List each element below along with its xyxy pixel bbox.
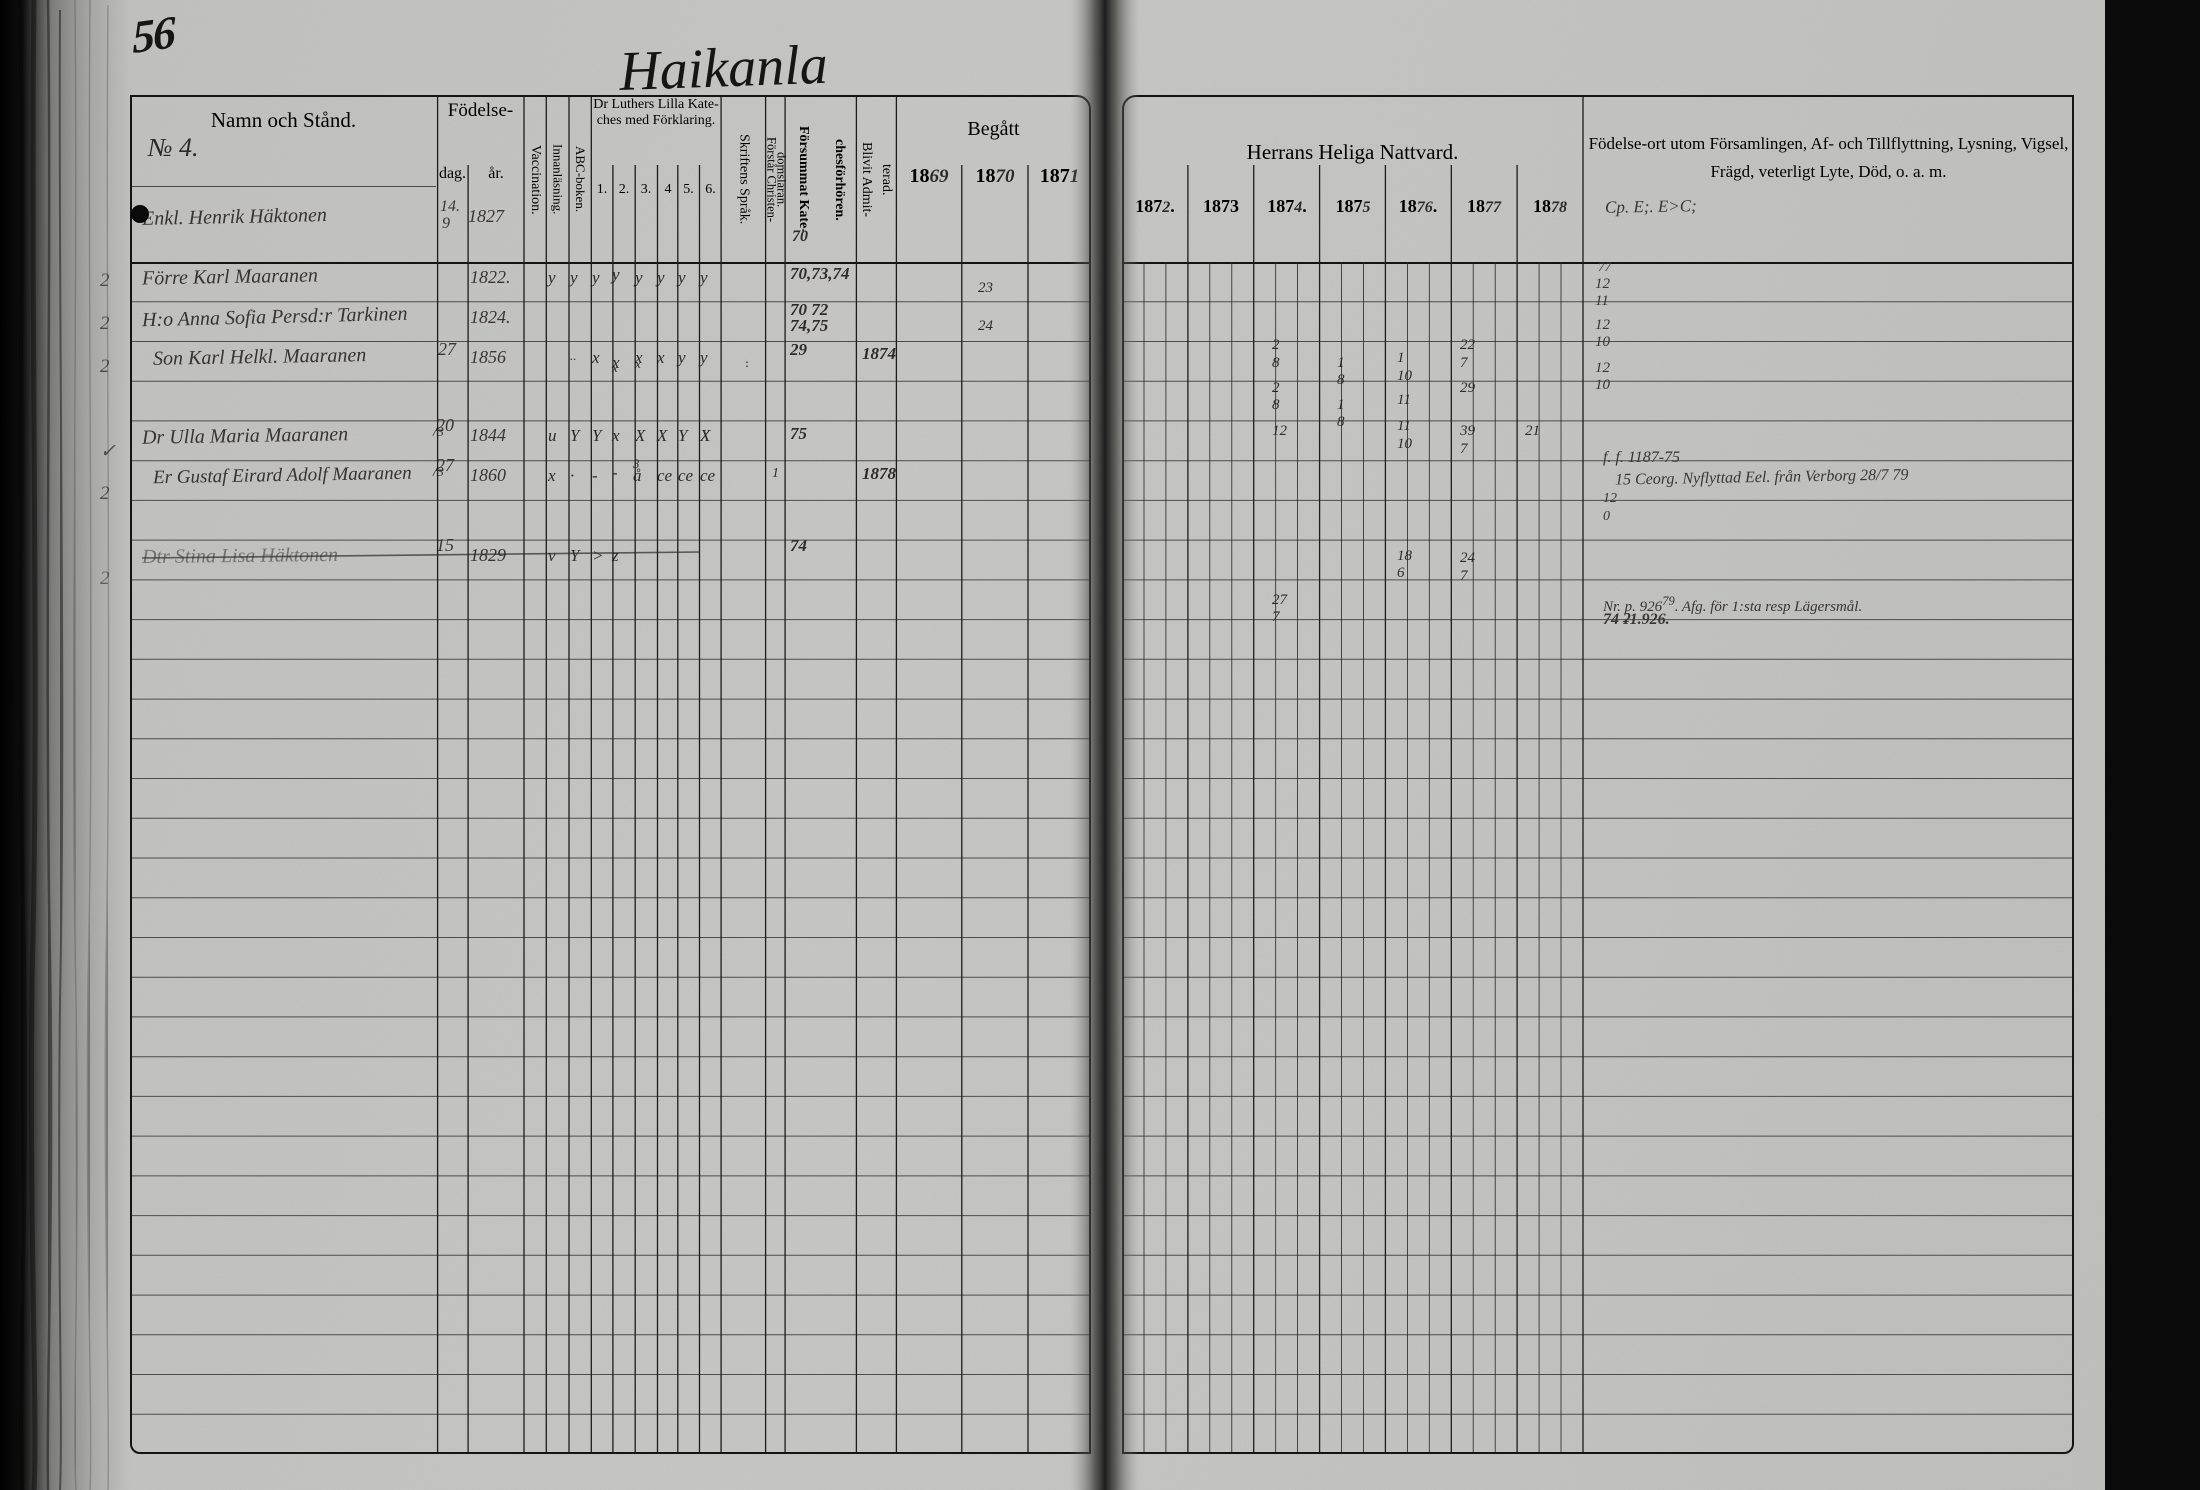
svg-text:Haikanla: Haikanla [617,34,828,103]
